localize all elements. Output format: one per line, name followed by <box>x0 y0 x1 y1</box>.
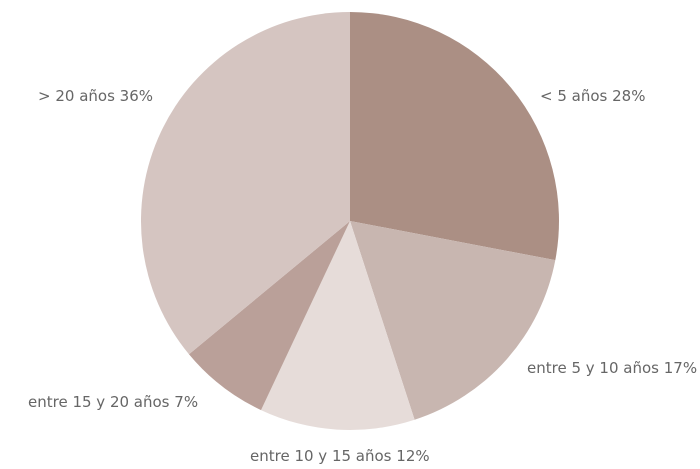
pie-slice <box>188 221 350 411</box>
category-label: entre 15 y 20 años <box>28 393 170 411</box>
slice-label: entre 5 y 10 años 17% <box>527 359 697 377</box>
pie-slice <box>141 12 350 355</box>
value-label: 7% <box>174 393 198 411</box>
pie-slice <box>350 12 559 261</box>
slice-label: < 5 años 28% <box>540 87 645 105</box>
category-label: entre 10 y 15 años <box>250 447 392 465</box>
pie-slice <box>261 221 415 430</box>
value-label: 12% <box>396 447 429 465</box>
category-label: entre 5 y 10 años <box>527 359 659 377</box>
slice-label: > 20 años 36% <box>38 87 153 105</box>
value-label: 17% <box>664 359 697 377</box>
pie-slice <box>350 221 556 420</box>
category-label: > 20 años <box>38 87 115 105</box>
category-label: < 5 años <box>540 87 608 105</box>
value-label: 36% <box>120 87 153 105</box>
slice-label: entre 15 y 20 años 7% <box>28 393 198 411</box>
value-label: 28% <box>612 87 645 105</box>
slice-label: entre 10 y 15 años 12% <box>250 447 430 465</box>
